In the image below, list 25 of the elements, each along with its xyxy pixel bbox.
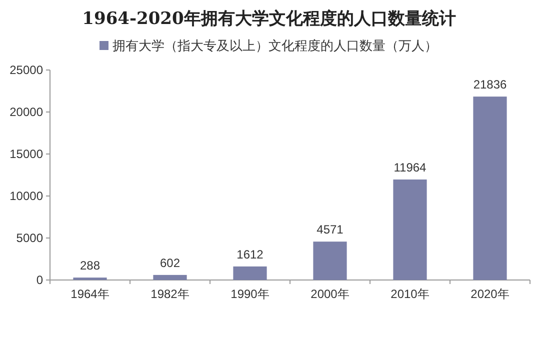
data-label: 4571 [316, 222, 344, 237]
x-tick-label: 2000年 [310, 287, 350, 301]
chart-title: 1964-2020年拥有大学文化程度的人口数量统计 [82, 9, 456, 29]
x-tick-label: 2020年 [470, 287, 510, 301]
bar [473, 96, 507, 280]
data-label: 1612 [236, 247, 264, 262]
data-label: 602 [160, 256, 180, 270]
x-tick-label: 1990年 [230, 287, 270, 301]
bar [153, 274, 187, 280]
bar [233, 266, 267, 280]
legend-label: 拥有大学（指大专及以上）文化程度的人口数量（万人） [112, 38, 438, 53]
y-tick-label: 20000 [10, 105, 44, 119]
y-tick-label: 0 [36, 273, 44, 287]
bar [313, 242, 347, 280]
x-tick-label: 1964年 [70, 287, 110, 301]
data-label: 21836 [473, 78, 508, 92]
x-tick-label: 1982年 [150, 287, 190, 301]
y-tick-label: 15000 [10, 147, 44, 161]
y-tick-label: 10000 [10, 189, 44, 203]
data-label: 11964 [394, 160, 427, 174]
data-label: 288 [80, 258, 100, 273]
bar [393, 180, 427, 280]
y-tick-label: 25000 [10, 63, 44, 77]
y-tick-label: 5000 [16, 231, 44, 245]
x-tick-label: 2010年 [390, 287, 430, 301]
